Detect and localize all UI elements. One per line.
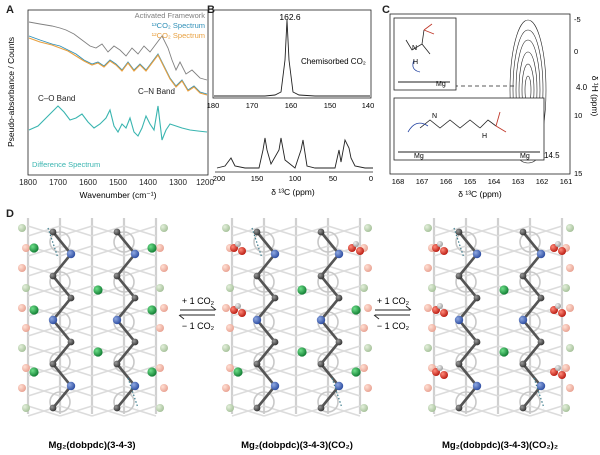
struct2-mg-left: Mg xyxy=(414,153,424,160)
panel-c-hetcor-plot: N H Mg N H Mg Mg 4.0 14.5 168 167 166 16… xyxy=(389,13,600,199)
full-spectrum-trace xyxy=(216,137,373,169)
panel-b-xlabel: δ ¹³C (ppm) xyxy=(271,187,315,197)
panel-c-xtick: 161 xyxy=(560,177,573,186)
arrow2-forward-label: + 1 CO₂ xyxy=(377,296,410,306)
panel-b-label: B xyxy=(207,4,215,16)
formula-2: Mg₂(dobpdc)(3-4-3)(CO₂)₂ xyxy=(442,440,558,451)
panel-c-xtick: 167 xyxy=(416,177,429,186)
formula-0: Mg₂(dobpdc)(3-4-3) xyxy=(48,440,135,451)
co2-12-trace xyxy=(28,37,208,96)
panel-a-tick: 1300 xyxy=(169,178,187,187)
equilibrium-arrow-2 xyxy=(373,305,412,320)
struct2-mg-right: Mg xyxy=(520,153,530,160)
panel-b-top-tick: 140 xyxy=(362,101,375,110)
panel-b-top-tick: 150 xyxy=(324,101,337,110)
panel-c-xtick: 163 xyxy=(512,177,525,186)
panel-c-ylabel: δ ¹H (ppm) xyxy=(590,76,600,117)
cn-band-label: C–N Band xyxy=(138,87,175,96)
peak-14-label: 14.5 xyxy=(544,151,560,160)
panel-a-ir-plot: 1800 1700 1600 1500 1400 1300 1200 Waven… xyxy=(6,9,214,200)
panel-b-bottom-tick: 100 xyxy=(289,174,302,183)
legend-activated: Activated Framework xyxy=(135,11,206,20)
panel-c-xlabel: δ ¹³C (ppm) xyxy=(458,189,502,199)
panel-c-ytick: 10 xyxy=(574,111,582,120)
framework-structure-0 xyxy=(18,218,168,417)
panel-c-xtick: 166 xyxy=(440,177,453,186)
panel-a-tick: 1500 xyxy=(109,178,127,187)
panel-b-nmr-plot: 162.6 Chemisorbed CO₂ 180 170 160 150 14… xyxy=(207,9,375,197)
panel-a-frame xyxy=(27,9,209,176)
panel-a-tick: 1400 xyxy=(139,178,157,187)
panel-c-ytick: 0 xyxy=(574,47,578,56)
panel-a-label: A xyxy=(6,4,14,16)
panel-c-xtick: 165 xyxy=(464,177,477,186)
panel-d-label: D xyxy=(6,208,14,220)
panel-a-tick: 1800 xyxy=(19,178,37,187)
panel-b-top-tick: 160 xyxy=(285,101,298,110)
activated-framework-trace xyxy=(28,21,208,81)
difference-trace xyxy=(28,105,208,141)
arrow2-reverse-label: − 1 CO₂ xyxy=(377,321,410,331)
chemisorbed-label: Chemisorbed CO₂ xyxy=(301,57,366,66)
peak-162-label: 162.6 xyxy=(279,12,301,22)
arrow1-reverse-label: − 1 CO₂ xyxy=(182,321,215,331)
peak-4-label: 4.0 xyxy=(576,83,588,92)
equilibrium-arrow-1 xyxy=(178,305,217,320)
co2-13-trace xyxy=(28,35,208,95)
struct-box-2 xyxy=(393,97,545,161)
struct1-h: H xyxy=(413,59,418,66)
struct2-n: N xyxy=(432,113,437,120)
formula-1: Mg₂(dobpdc)(3-4-3)(CO₂) xyxy=(241,440,353,451)
legend-co2-12: ¹²CO₂ Spectrum xyxy=(152,31,205,40)
panel-a-tick: 1700 xyxy=(49,178,67,187)
panel-c-ytick: 15 xyxy=(574,169,582,178)
panel-b-bottom-tick: 0 xyxy=(369,174,373,183)
panel-c-xtick: 162 xyxy=(536,177,549,186)
panel-b-bottom-tick: 50 xyxy=(329,174,337,183)
co-band-label: C–O Band xyxy=(38,94,75,103)
panel-b-bottom-tick: 200 xyxy=(213,174,226,183)
chemisorbed-peak xyxy=(214,19,370,97)
panel-c-ytick: -5 xyxy=(574,15,581,24)
panel-b-top-tick: 170 xyxy=(246,101,259,110)
struct2-h: H xyxy=(482,133,487,140)
arrow1-forward-label: + 1 CO₂ xyxy=(182,296,215,306)
struct1-mg: Mg xyxy=(436,81,446,88)
panel-b-bottom-tick: 150 xyxy=(251,174,264,183)
panel-a-ylabel: Pseudo-absorbance / Counts xyxy=(6,37,16,147)
panel-a-tick: 1600 xyxy=(79,178,97,187)
panel-b-top-tick: 180 xyxy=(207,101,220,110)
panel-c-xtick: 164 xyxy=(488,177,501,186)
framework-structure-1 xyxy=(222,218,372,417)
difference-label: Difference Spectrum xyxy=(32,160,100,169)
panel-a-tick: 1200 xyxy=(196,178,214,187)
panel-c-xtick: 168 xyxy=(392,177,405,186)
legend-co2-13: ¹³CO₂ Spectrum xyxy=(152,21,205,30)
struct1-n: N xyxy=(412,45,417,52)
panel-d-structures: + 1 CO₂ − 1 CO₂ + 1 CO₂ − 1 CO₂ Mg₂(dobp… xyxy=(18,218,574,451)
framework-structure-2 xyxy=(424,218,574,417)
panel-a-xlabel: Wavenumber (cm⁻¹) xyxy=(80,190,157,200)
panel-c-label: C xyxy=(382,4,390,16)
